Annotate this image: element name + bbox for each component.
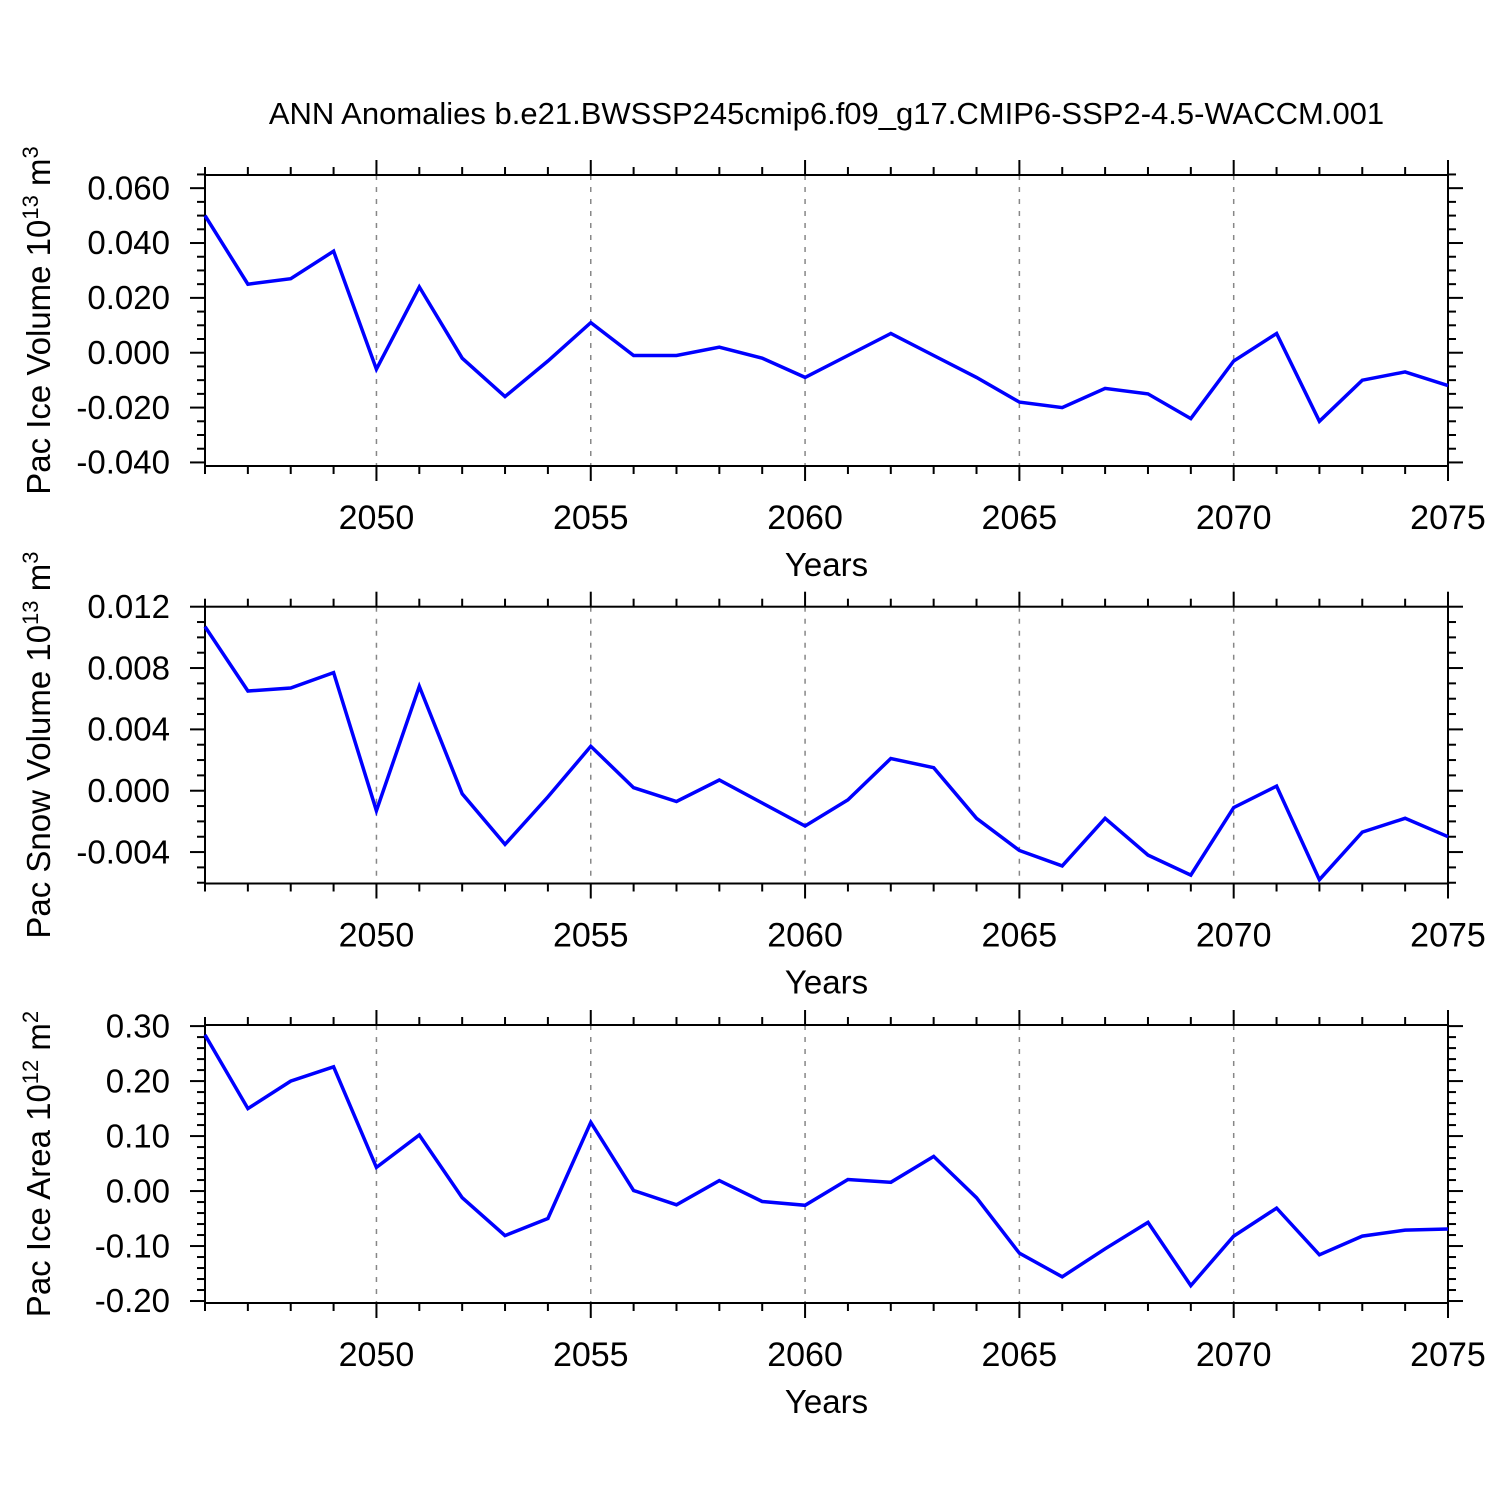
panel-pac-ice-volume-x-tick-label: 2075 [1410,499,1486,537]
panel-pac-snow-volume-x-tick-label: 2075 [1410,917,1486,955]
panel-pac-ice-area-y-tick-label: -0.20 [95,1282,170,1319]
panel-pac-ice-volume-y-tick-label: 0.000 [87,334,170,371]
panel-pac-snow-volume-y-axis-title: Pac Snow Volume 1013 m3 [18,552,57,939]
panel-pac-ice-area-x-tick-label: 2055 [553,1336,629,1374]
panel-pac-ice-area-x-tick-label: 2065 [982,1336,1058,1374]
panel-pac-ice-volume-series-line [203,214,1449,425]
panel-pac-ice-area-frame [204,1024,1449,1304]
panel-pac-ice-area-y-tick-label: 0.00 [106,1172,170,1209]
panel-pac-ice-area-y-tick-label: -0.10 [95,1227,170,1264]
panel-pac-snow-volume-y-tick-label: 0.004 [87,711,170,748]
panel-pac-snow-volume-x-tick-label: 2065 [982,917,1058,955]
panel-pac-snow-volume-y-tick-label: -0.004 [76,833,170,870]
panel-pac-ice-area-y-tick-label: 0.10 [106,1117,170,1154]
panel-pac-ice-area-x-tick-label: 2050 [339,1336,415,1374]
panel-pac-snow-volume-y-tick-label: 0.008 [87,649,170,686]
panel-pac-ice-volume-y-tick-label: 0.020 [87,279,170,316]
panel-pac-ice-area-series-line [203,1034,1449,1289]
panel-pac-ice-volume-x-tick-label: 2055 [553,499,629,537]
chart-title: ANN Anomalies b.e21.BWSSP245cmip6.f09_g1… [268,96,1385,131]
panel-pac-snow-volume-y-tick-label: 0.000 [87,772,170,809]
panel-pac-snow-volume-frame [204,605,1449,885]
panel-pac-snow-volume-x-tick-label: 2060 [767,917,843,955]
panel-pac-ice-area-y-tick-label: 0.30 [106,1007,170,1044]
panel-pac-snow-volume-series-line [203,625,1449,883]
panel-pac-ice-volume-y-axis-title: Pac Ice Volume 1013 m3 [18,146,57,495]
panel-pac-ice-volume-frame [204,174,1449,467]
panel-pac-ice-volume-y-tick-label: -0.020 [76,389,170,426]
panel-pac-ice-volume-x-tick-label: 2065 [982,499,1058,537]
panel-pac-ice-volume-x-axis-title: Years [785,546,868,583]
panel-pac-ice-area-y-axis-title: Pac Ice Area 1012 m2 [18,1011,57,1317]
panel-pac-ice-area-x-tick-label: 2075 [1410,1336,1486,1374]
panel-pac-snow-volume-x-tick-label: 2055 [553,917,629,955]
panel-pac-snow-volume-y-tick-label: 0.012 [87,588,170,625]
panel-pac-snow-volume-x-axis-title: Years [785,964,868,1001]
panel-pac-ice-volume-x-tick-label: 2050 [339,499,415,537]
panel-pac-ice-area-x-tick-label: 2060 [767,1336,843,1374]
panel-pac-ice-volume-x-tick-label: 2070 [1196,499,1272,537]
panel-pac-ice-volume-y-tick-label: 0.040 [87,224,170,261]
panel-pac-ice-area-x-tick-label: 2070 [1196,1336,1272,1374]
panel-pac-ice-area-x-axis-title: Years [785,1383,868,1420]
panel-pac-ice-volume-x-tick-label: 2060 [767,499,843,537]
panel-pac-ice-area-y-tick-label: 0.20 [106,1062,170,1099]
panel-pac-snow-volume-x-tick-label: 2070 [1196,917,1272,955]
panel-pac-ice-volume-y-tick-label: 0.060 [87,169,170,206]
panel-pac-ice-volume-y-tick-label: -0.040 [76,444,170,481]
panel-pac-snow-volume-x-tick-label: 2050 [339,917,415,955]
